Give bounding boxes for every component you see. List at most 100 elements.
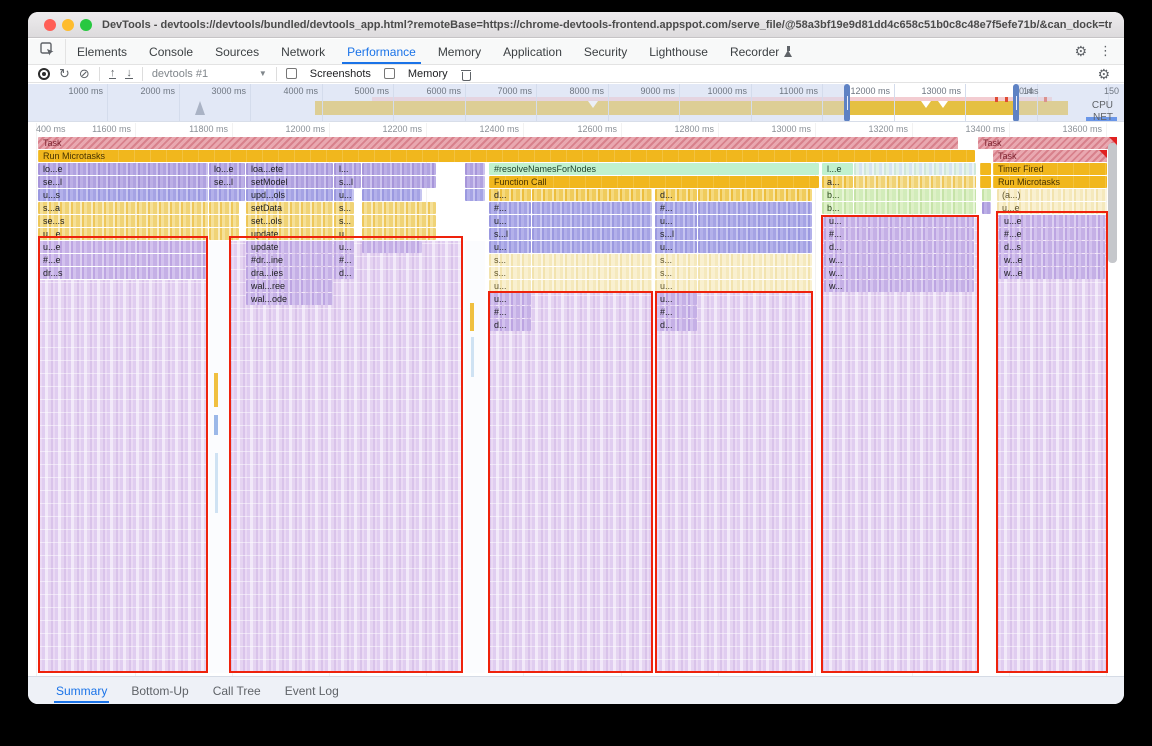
flame-bar[interactable]: setData <box>246 202 333 214</box>
flame-bar[interactable] <box>465 176 485 188</box>
flame-bar[interactable] <box>698 267 812 279</box>
gc-trash-icon[interactable] <box>460 68 472 81</box>
flame-bar[interactable] <box>209 189 245 201</box>
flame-bar[interactable]: u... <box>655 215 697 227</box>
flame-bar[interactable]: Task <box>978 137 1117 149</box>
load-profile-button[interactable]: ↑ <box>108 67 117 79</box>
flame-bar[interactable]: s... <box>655 267 697 279</box>
flame-bar[interactable]: d...s <box>999 241 1105 253</box>
flame-bar[interactable]: s... <box>334 202 354 214</box>
tab-performance[interactable]: Performance <box>336 39 427 64</box>
flame-bar[interactable]: w... <box>824 280 974 292</box>
tab-network[interactable]: Network <box>281 44 326 59</box>
flame-bar[interactable] <box>698 202 812 214</box>
flame-bar[interactable]: w... <box>824 254 974 266</box>
flame-bar[interactable]: u... <box>489 215 531 227</box>
flame-bar[interactable]: se...s <box>38 215 208 227</box>
flame-bar[interactable]: u...s <box>38 189 208 201</box>
flame-bar[interactable]: #... <box>655 202 697 214</box>
flame-bar[interactable] <box>532 280 652 292</box>
flame-bar[interactable]: d... <box>334 267 354 279</box>
memory-checkbox[interactable] <box>383 68 395 79</box>
flame-bar[interactable] <box>854 202 976 214</box>
flame-bar[interactable]: loa...ete <box>246 163 333 175</box>
flame-bar[interactable] <box>532 228 652 240</box>
flame-bar[interactable]: u... <box>489 293 531 305</box>
reload-and-record-button[interactable]: ↻ <box>59 65 70 81</box>
flame-bar[interactable]: u... <box>655 293 697 305</box>
flame-bar[interactable]: Timer Fired <box>993 163 1107 175</box>
flame-bar[interactable] <box>532 254 652 266</box>
flame-bar[interactable]: setModel <box>246 176 333 188</box>
inspect-element-button[interactable] <box>28 39 66 64</box>
tab-recorder[interactable]: Recorder <box>719 39 804 64</box>
flame-bar[interactable] <box>362 163 436 175</box>
flame-bar[interactable]: se...l <box>38 176 208 188</box>
flame-bar[interactable]: s... <box>489 267 531 279</box>
selection-handle-right[interactable] <box>1013 84 1019 121</box>
flame-bar[interactable]: w...e <box>999 254 1105 266</box>
flame-bar[interactable]: #... <box>489 202 531 214</box>
flame-bar[interactable] <box>698 254 812 266</box>
flame-bar[interactable]: #...e <box>38 254 208 266</box>
flame-bar[interactable]: u... <box>655 280 697 292</box>
flame-bar[interactable] <box>362 215 436 227</box>
flame-bar[interactable] <box>980 176 991 188</box>
flame-bar[interactable]: se...l <box>209 176 245 188</box>
flame-bar[interactable] <box>209 215 239 227</box>
flame-bar[interactable]: u... <box>489 280 531 292</box>
flame-bar[interactable] <box>532 215 652 227</box>
flame-bar[interactable]: Task <box>38 137 958 149</box>
tab-security[interactable]: Security <box>583 44 628 59</box>
bottom-tab-summary[interactable]: Summary <box>46 678 117 703</box>
flame-scrollbar[interactable] <box>1108 143 1117 263</box>
flame-bar[interactable] <box>698 228 812 240</box>
flame-bar[interactable] <box>854 163 976 175</box>
flame-bar[interactable]: l...e <box>822 163 853 175</box>
flame-bar[interactable] <box>854 176 976 188</box>
flame-bar[interactable]: Task <box>993 150 1107 162</box>
flame-bar[interactable]: #...e <box>999 228 1105 240</box>
flame-bar[interactable]: b... <box>822 202 853 214</box>
flame-bar[interactable]: s...l <box>334 176 361 188</box>
more-options-icon[interactable]: ⋮ <box>1099 44 1112 59</box>
flame-bar[interactable]: u... <box>334 189 354 201</box>
flame-bar[interactable]: dr...s <box>38 267 208 279</box>
flame-bar[interactable]: update <box>246 241 333 253</box>
flame-bar[interactable]: s...a <box>38 202 208 214</box>
flame-bar[interactable] <box>532 267 652 279</box>
flame-bar[interactable]: #dr...ine <box>246 254 333 266</box>
zoom-window-button[interactable] <box>80 19 92 31</box>
timeline-overview[interactable]: 1000 ms 2000 ms 3000 ms 4000 ms 5000 ms 6000 … <box>28 84 1124 122</box>
flame-bar[interactable]: l... <box>334 163 361 175</box>
flame-bar[interactable]: u... <box>489 241 531 253</box>
flame-bar[interactable] <box>362 241 422 253</box>
flame-bar[interactable]: a... <box>822 176 853 188</box>
flame-bar[interactable]: #... <box>334 254 354 266</box>
flame-bar[interactable]: #resolveNamesForNodes <box>489 163 819 175</box>
flame-bar[interactable] <box>465 189 485 201</box>
tab-application[interactable]: Application <box>503 44 562 59</box>
tab-console[interactable]: Console <box>149 44 194 59</box>
flame-bar[interactable] <box>698 241 812 253</box>
tab-sources[interactable]: Sources <box>215 44 260 59</box>
flame-bar[interactable] <box>698 280 812 292</box>
flame-bar[interactable]: d... <box>655 189 697 201</box>
flame-bar[interactable]: #... <box>655 306 697 318</box>
flame-bar[interactable] <box>362 202 436 214</box>
flame-bar[interactable] <box>362 176 436 188</box>
record-button[interactable] <box>38 67 50 80</box>
flame-bar[interactable] <box>362 189 422 201</box>
flame-bar[interactable]: b... <box>822 189 853 201</box>
tab-memory[interactable]: Memory <box>437 44 482 59</box>
flame-bar[interactable] <box>209 202 239 214</box>
settings-gear-icon[interactable]: ⚙ <box>1074 43 1087 60</box>
flame-bar[interactable]: #... <box>489 306 531 318</box>
tab-lighthouse[interactable]: Lighthouse <box>649 44 708 59</box>
flame-chart[interactable]: 400 ms 11600 ms 11800 ms 12000 ms 12200 ms 12… <box>28 123 1117 676</box>
flame-bar[interactable]: s... <box>334 215 354 227</box>
flame-bar[interactable]: dra...ies <box>246 267 333 279</box>
flame-bar[interactable]: Run Microtasks <box>993 176 1107 188</box>
flame-bar[interactable]: d... <box>489 319 531 331</box>
flame-bar[interactable]: (a...) <box>997 189 1107 201</box>
